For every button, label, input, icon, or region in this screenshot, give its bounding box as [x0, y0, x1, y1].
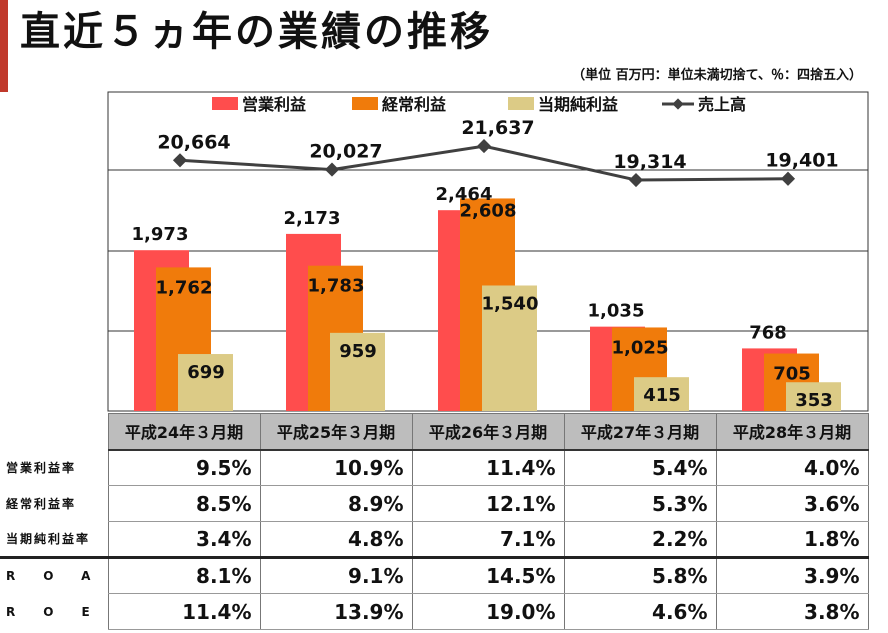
table-cell: 1.8% — [715, 521, 869, 559]
row-label-net-margin: 当期純利益率 — [0, 521, 108, 559]
legend-label: 営業利益 — [242, 95, 306, 114]
table-cell: 11.4% — [107, 593, 261, 630]
data-label-net-income: 415 — [643, 385, 681, 406]
table-cell: 4.6% — [563, 593, 717, 630]
table-row-net-margin: 当期純利益率 3.4% 4.8% 7.1% 2.2% 1.8% — [0, 521, 869, 559]
table-cell: 19.0% — [411, 593, 565, 630]
metrics-table: 平成24年３月期 平成25年３月期 平成26年３月期 平成27年３月期 平成28… — [0, 413, 869, 630]
table-row-roa: ROA 8.1% 9.1% 14.5% 5.8% 3.9% — [0, 557, 869, 594]
data-label-net-income: 699 — [187, 362, 225, 383]
legend-swatch — [508, 97, 534, 110]
bar-net-income — [330, 332, 385, 411]
data-label-ordinary-profit: 705 — [773, 364, 811, 385]
table-row-roe: ROE 11.4% 13.9% 19.0% 4.6% 3.8% — [0, 593, 869, 630]
chart-area: 営業利益 経常利益 当期純利益 売上高 1,973 1,762 699 2,173 1,783 9… — [107, 91, 869, 412]
data-label-operating-profit: 1,973 — [132, 224, 189, 245]
bar-net-income — [634, 377, 689, 411]
data-label-sales: 19,401 — [765, 150, 838, 172]
table-cell: 8.9% — [259, 485, 413, 522]
page-title: 直近５ヵ年の業績の推移 — [20, 9, 493, 55]
table-cell: 2.2% — [563, 521, 717, 559]
data-label-net-income: 353 — [795, 390, 833, 411]
data-label-net-income: 959 — [339, 341, 377, 362]
table-cell: 12.1% — [411, 485, 565, 522]
row-label-roa: ROA — [6, 569, 119, 584]
legend-label: 当期純利益 — [538, 95, 618, 114]
data-label-sales: 19,314 — [613, 151, 686, 173]
table-cell: 9.1% — [259, 557, 413, 594]
data-label-operating-profit: 2,464 — [436, 184, 493, 205]
unit-note: （単位 百万円：単位未満切捨て、％：四捨五入） — [572, 68, 862, 83]
table-cell: 4.8% — [259, 521, 413, 559]
table-cell: 11.4% — [411, 449, 565, 486]
table-cell: 7.1% — [411, 521, 565, 559]
table-header-fy27: 平成27年３月期 — [563, 413, 717, 451]
table-cell: 4.0% — [715, 449, 869, 486]
sales-point — [628, 172, 644, 188]
bar-net-income — [482, 285, 537, 411]
table-cell: 5.4% — [563, 449, 717, 486]
legend-label: 経常利益 — [382, 95, 446, 114]
data-label-sales: 21,637 — [461, 117, 534, 139]
table-cell: 8.5% — [107, 485, 261, 522]
data-label-sales: 20,664 — [157, 131, 230, 153]
table-cell: 5.3% — [563, 485, 717, 522]
table-header-fy25: 平成25年３月期 — [259, 413, 413, 451]
table-cell: 10.9% — [259, 449, 413, 486]
table-row-ordinary-margin: 経常利益率 8.5% 8.9% 12.1% 5.3% 3.6% — [0, 485, 869, 522]
sales-point — [172, 153, 188, 168]
table-row-operating-margin: 営業利益率 9.5% 10.9% 11.4% 5.4% 4.0% — [0, 449, 869, 486]
legend-swatch — [352, 97, 378, 110]
table-cell: 3.6% — [715, 485, 869, 522]
table-cell: 9.5% — [107, 449, 261, 486]
table-cell: 3.9% — [715, 557, 869, 594]
data-label-ordinary-profit: 1,762 — [156, 277, 213, 298]
sales-point — [780, 171, 796, 186]
table-cell: 13.9% — [259, 593, 413, 630]
sales-point — [476, 139, 492, 154]
table-cell: 3.4% — [107, 521, 261, 559]
data-label-ordinary-profit: 1,025 — [612, 337, 669, 358]
table-cell: 8.1% — [107, 557, 261, 594]
legend-label: 売上高 — [698, 95, 746, 114]
table-header-fy24: 平成24年３月期 — [107, 413, 261, 451]
title-accent-bar — [0, 0, 8, 92]
table-corner — [0, 414, 108, 450]
table-cell: 14.5% — [411, 557, 565, 594]
row-label-operating-margin: 営業利益率 — [6, 461, 77, 475]
data-label-ordinary-profit: 2,608 — [460, 200, 517, 221]
table-header-fy26: 平成26年３月期 — [411, 413, 565, 451]
legend-swatch — [212, 97, 238, 110]
bar-net-income — [786, 382, 841, 411]
data-label-operating-profit: 1,035 — [588, 301, 645, 322]
table-cell: 5.8% — [563, 557, 717, 594]
data-label-operating-profit: 2,173 — [284, 208, 341, 229]
data-label-net-income: 1,540 — [482, 293, 539, 314]
table-cell: 3.8% — [715, 593, 869, 630]
data-label-operating-profit: 768 — [749, 322, 787, 343]
data-label-sales: 20,027 — [309, 141, 382, 163]
data-label-ordinary-profit: 1,783 — [308, 276, 365, 297]
table-header-fy28: 平成28年３月期 — [715, 413, 869, 451]
bar-net-income — [178, 354, 233, 411]
row-label-roe: ROE — [6, 604, 118, 619]
legend-marker — [672, 98, 684, 110]
sales-point — [324, 162, 340, 177]
row-label-ordinary-margin: 経常利益率 — [6, 497, 77, 511]
